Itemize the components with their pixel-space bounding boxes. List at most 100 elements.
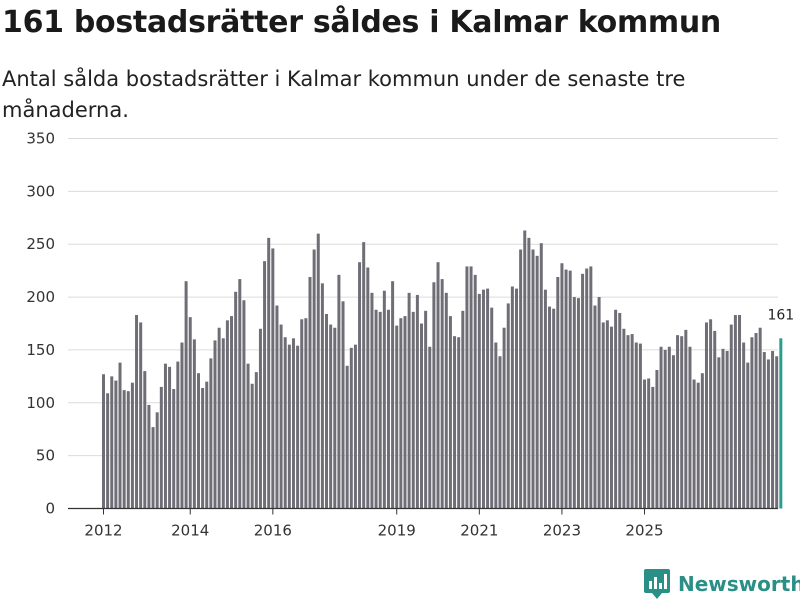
bar — [609, 326, 613, 509]
bar — [548, 306, 552, 509]
bar — [614, 309, 618, 509]
bars — [102, 230, 783, 509]
bar — [630, 334, 634, 509]
bar — [510, 286, 514, 509]
bar — [605, 320, 609, 509]
x-tick-label: 2021 — [460, 522, 498, 540]
x-tick-label: 2023 — [543, 522, 581, 540]
bar — [721, 348, 725, 509]
bar — [163, 363, 167, 509]
brand-name: Newsworthy — [678, 572, 800, 596]
bar — [155, 412, 159, 509]
bar — [692, 379, 696, 509]
bar — [746, 362, 750, 509]
bar — [626, 335, 630, 509]
bar — [502, 327, 506, 509]
bar — [159, 386, 163, 509]
bar — [758, 327, 762, 509]
bar — [196, 373, 200, 509]
x-tick-label: 2014 — [171, 522, 209, 540]
bar — [258, 328, 262, 509]
bar — [308, 276, 312, 509]
bar — [168, 366, 172, 509]
bar — [717, 357, 721, 509]
bar — [738, 315, 742, 509]
bar — [316, 233, 320, 509]
bar — [378, 311, 382, 509]
bar — [345, 365, 349, 509]
bar — [696, 382, 700, 509]
bar — [201, 387, 205, 509]
bar — [172, 389, 176, 509]
bar — [382, 290, 386, 509]
bar — [370, 292, 374, 509]
bar — [486, 288, 490, 509]
bar — [213, 340, 217, 509]
bar — [304, 318, 308, 509]
bar — [680, 336, 684, 509]
bar — [329, 324, 333, 509]
bar — [688, 346, 692, 509]
bar — [143, 371, 147, 509]
bar — [766, 359, 770, 509]
bar — [312, 249, 316, 509]
bar — [180, 342, 184, 509]
bar — [110, 376, 114, 509]
bar — [622, 328, 626, 509]
bar — [436, 262, 440, 509]
bar — [209, 358, 213, 509]
bar — [750, 337, 754, 509]
bar — [676, 335, 680, 509]
bar — [473, 274, 477, 509]
bar — [713, 330, 717, 509]
bar — [386, 309, 390, 509]
bar — [709, 319, 713, 509]
bar — [250, 383, 254, 509]
bar — [415, 294, 419, 509]
bar — [700, 373, 704, 509]
bar — [477, 293, 481, 509]
bar — [733, 315, 737, 509]
bar — [399, 318, 403, 509]
bar — [279, 324, 283, 509]
bar — [176, 361, 180, 509]
bar — [353, 344, 357, 509]
bar — [337, 274, 341, 509]
bar — [267, 237, 271, 509]
bar — [411, 311, 415, 509]
bar — [564, 269, 568, 509]
y-tick-label: 250 — [26, 235, 55, 253]
bar — [102, 374, 105, 509]
brand: Newsworthy — [644, 568, 800, 600]
x-tick-label: 2025 — [625, 522, 663, 540]
chart-title: 161 bostadsrätter såldes i Kalmar kommun — [2, 5, 721, 40]
bar — [230, 316, 234, 509]
bar — [366, 267, 370, 509]
bar — [221, 338, 225, 509]
bar — [552, 308, 556, 509]
bar — [283, 337, 287, 509]
bar — [539, 243, 543, 509]
bar — [531, 249, 535, 509]
bar — [325, 313, 329, 509]
bar — [320, 283, 324, 509]
bar — [775, 356, 779, 509]
bar — [667, 346, 671, 509]
bar — [151, 427, 155, 509]
bar-latest — [779, 338, 783, 509]
bar — [461, 310, 465, 509]
bar — [490, 307, 494, 509]
bar — [432, 282, 436, 509]
bar — [704, 322, 708, 509]
bar — [597, 297, 601, 509]
bar — [659, 346, 663, 509]
bar — [560, 263, 564, 509]
bar — [440, 279, 444, 509]
x-tick-label: 2016 — [254, 522, 292, 540]
y-axis-ticks: 0 50 100 150 200 250 300 350 — [26, 130, 55, 518]
y-tick-label: 200 — [26, 288, 55, 306]
bar — [494, 342, 498, 509]
bar — [271, 248, 275, 509]
bar — [457, 337, 461, 509]
